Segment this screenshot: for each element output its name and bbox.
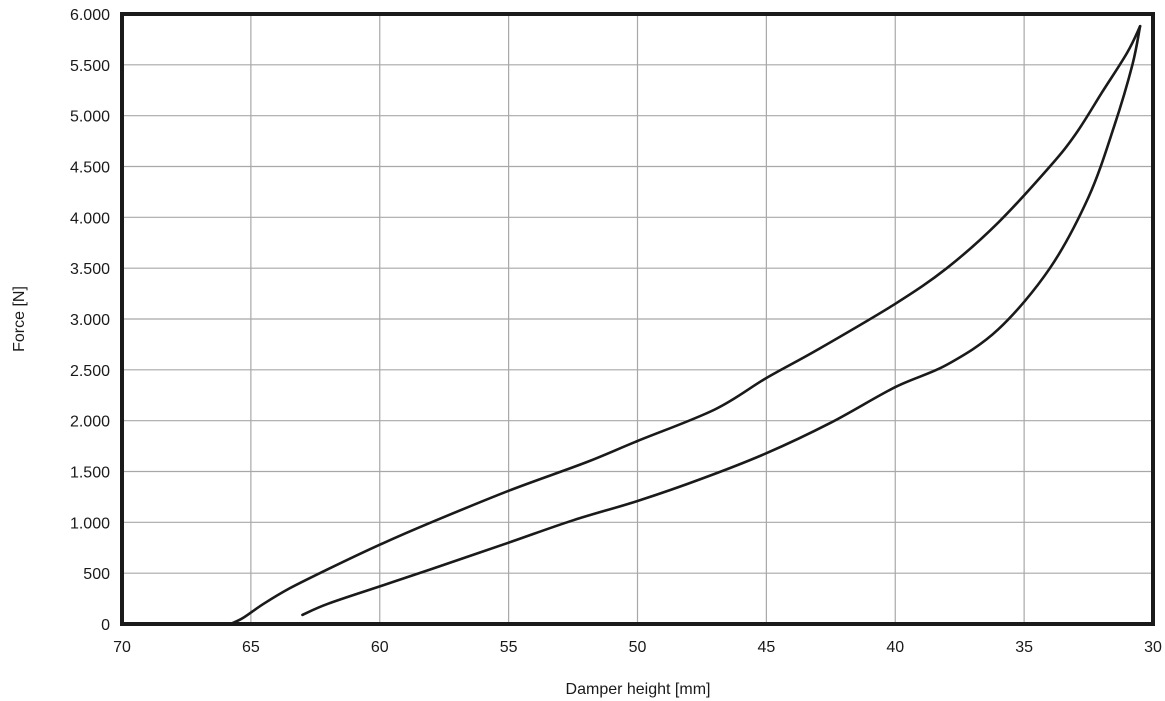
x-axis-ticks: 70 65 60 55 50 45 40 35 30 — [113, 639, 1162, 656]
y-tick-label: 3.500 — [70, 261, 110, 278]
unloading-curve — [301, 24, 1142, 617]
y-tick-label: 0 — [101, 617, 110, 634]
loading-curve — [229, 24, 1142, 626]
x-axis-title: Damper height [mm] — [566, 681, 711, 698]
x-tick-label: 70 — [113, 639, 131, 656]
y-tick-label: 4.000 — [70, 210, 110, 227]
y-tick-label: 500 — [83, 566, 110, 583]
x-tick-label: 40 — [886, 639, 904, 656]
y-tick-label: 1.500 — [70, 465, 110, 482]
x-tick-label: 50 — [629, 639, 647, 656]
y-tick-label: 1.000 — [70, 515, 110, 532]
y-tick-label: 5.000 — [70, 109, 110, 126]
x-tick-label: 60 — [371, 639, 389, 656]
y-axis-title: Force [N] — [11, 286, 28, 352]
y-tick-label: 4.500 — [70, 160, 110, 177]
x-tick-label: 35 — [1015, 639, 1033, 656]
y-axis-ticks: 0 500 1.000 1.500 2.000 2.500 3.000 3.500 4.000 4… — [70, 7, 110, 634]
x-tick-label: 65 — [242, 639, 260, 656]
y-tick-label: 5.500 — [70, 58, 110, 75]
x-tick-label: 30 — [1144, 639, 1162, 656]
x-tick-label: 55 — [500, 639, 518, 656]
y-tick-label: 2.500 — [70, 363, 110, 380]
grid-lines — [122, 14, 1153, 624]
y-tick-label: 3.000 — [70, 312, 110, 329]
y-tick-label: 6.000 — [70, 7, 110, 24]
plot-frame — [120, 12, 1155, 626]
x-tick-label: 45 — [757, 639, 775, 656]
y-tick-label: 2.000 — [70, 414, 110, 431]
